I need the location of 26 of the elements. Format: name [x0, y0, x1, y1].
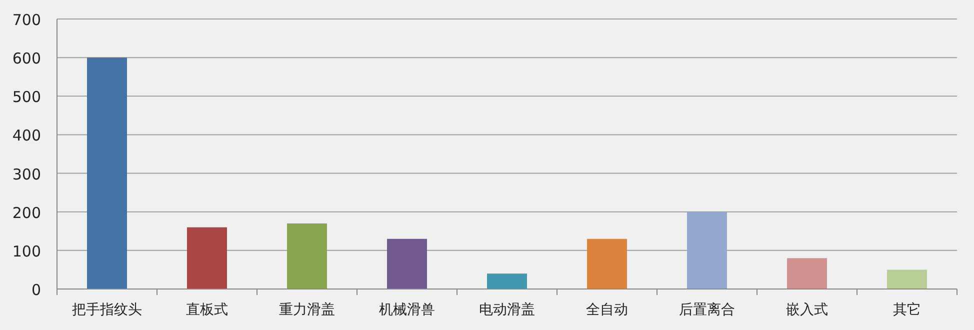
bar	[487, 274, 527, 289]
bar	[787, 258, 827, 289]
bar	[187, 227, 227, 289]
y-tick-label: 500	[12, 88, 41, 106]
y-tick-label: 600	[12, 50, 41, 68]
y-tick-label: 300	[12, 165, 41, 184]
x-tick-label: 嵌入式	[786, 302, 828, 318]
y-tick-label: 700	[12, 11, 41, 29]
x-tick-label: 全自动	[586, 302, 628, 318]
x-tick-label: 重力滑盖	[279, 302, 335, 318]
y-tick-label: 400	[12, 126, 41, 145]
bar	[387, 238, 427, 289]
x-tick-label: 把手指纹头	[72, 302, 142, 318]
bar	[87, 58, 127, 289]
x-tick-label: 机械滑兽	[379, 302, 435, 318]
y-tick-label: 200	[12, 204, 41, 222]
bar	[287, 223, 327, 289]
bar	[687, 212, 727, 289]
y-tick-label: 100	[12, 242, 41, 260]
x-tick-label: 电动滑盖	[479, 302, 535, 318]
x-tick-label: 后置离合	[679, 302, 735, 318]
x-tick-label: 直板式	[186, 302, 228, 318]
x-tick-label: 其它	[893, 302, 921, 318]
bar	[887, 270, 927, 289]
y-tick-label: 0	[31, 281, 41, 299]
bar	[587, 238, 627, 289]
